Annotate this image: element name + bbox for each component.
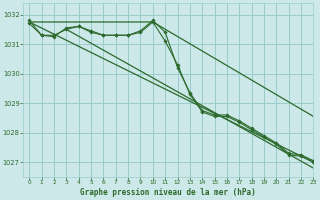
X-axis label: Graphe pression niveau de la mer (hPa): Graphe pression niveau de la mer (hPa) <box>80 188 256 197</box>
